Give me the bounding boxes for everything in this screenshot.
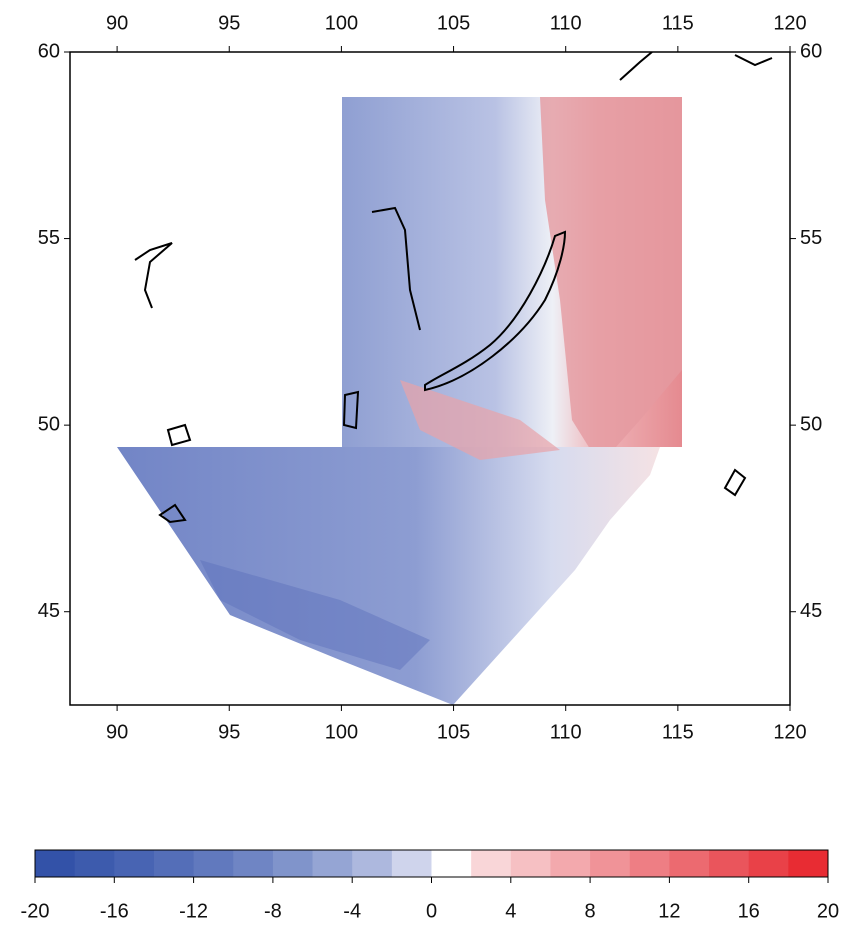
colorbar-tick-label: -4 xyxy=(343,900,361,922)
y-tick-label: 60 xyxy=(800,40,822,62)
colorbar-tick-label: 8 xyxy=(585,900,596,922)
colorbar-segment xyxy=(272,850,314,877)
colorbar-segment xyxy=(35,850,76,877)
y-tick-label: 60 xyxy=(38,40,60,62)
colorbar-segment xyxy=(709,850,750,877)
x-tick-label: 100 xyxy=(325,12,358,34)
colorbar-segment xyxy=(748,850,789,877)
coastline xyxy=(723,468,747,497)
colorbar-segment xyxy=(669,850,710,877)
lake-outline xyxy=(424,230,567,392)
colorbar-segment xyxy=(788,850,829,877)
colorbar-tick-label: -20 xyxy=(21,900,50,922)
x-tick-label: 110 xyxy=(550,721,582,743)
lower-field xyxy=(117,447,660,705)
colorbar-segment xyxy=(629,850,670,877)
colorbar-segment xyxy=(233,850,274,877)
x-tick-label: 115 xyxy=(662,721,694,743)
colorbar-tick-label: 12 xyxy=(658,900,680,922)
x-tick-label: 95 xyxy=(218,12,240,34)
axes: 90 90 95 95 100 100 105 105 110 110 115 115 120 120 45… xyxy=(38,12,823,743)
y-tick-label: 50 xyxy=(38,413,60,435)
x-tick-label: 105 xyxy=(437,12,470,34)
coastline xyxy=(158,503,187,524)
coastline xyxy=(342,390,360,430)
y-tick-label: 55 xyxy=(38,227,60,249)
y-tick-label: 45 xyxy=(800,600,822,622)
plot-frame xyxy=(69,51,791,706)
colorbar: -20 -16 -12 -8 -4 0 4 8 12 16 20 xyxy=(21,849,839,922)
colorbar-segment xyxy=(74,850,115,877)
y-tick-label: 55 xyxy=(800,227,822,249)
colorbar-tick-label: -8 xyxy=(264,900,282,922)
colorbar-tick-label: 0 xyxy=(426,900,437,922)
colorbar-tick-label: 20 xyxy=(817,900,839,922)
x-tick-label: 120 xyxy=(773,721,806,743)
colorbar-segment xyxy=(510,850,551,877)
x-tick-label: 100 xyxy=(325,721,358,743)
coastline xyxy=(134,242,173,309)
coastline xyxy=(371,206,421,331)
colorbar-tick-label: -12 xyxy=(179,900,208,922)
y-tick-label: 50 xyxy=(800,413,822,435)
coastline xyxy=(619,52,653,81)
warm-region xyxy=(540,97,682,465)
x-tick-label: 90 xyxy=(106,721,128,743)
x-tick-label: 115 xyxy=(662,12,694,34)
colorbar-segment xyxy=(590,850,631,877)
y-tick-label: 45 xyxy=(38,600,60,622)
colorbar-segment xyxy=(431,850,472,877)
x-tick-label: 90 xyxy=(106,12,128,34)
colorbar-tick-label: 16 xyxy=(738,900,760,922)
colorbar-segment xyxy=(193,850,234,877)
dark-band xyxy=(200,560,430,670)
colorbar-segment xyxy=(391,850,432,877)
coastline xyxy=(734,54,773,67)
data-field xyxy=(117,52,773,705)
colorbar-segment xyxy=(352,850,393,877)
coastline xyxy=(166,423,192,447)
colorbar-segment xyxy=(114,850,155,877)
colorbar-segment xyxy=(312,850,353,877)
warm-patch xyxy=(400,380,560,460)
colorbar-segment xyxy=(153,850,195,877)
x-tick-label: 105 xyxy=(437,721,470,743)
colorbar-tick-label: -16 xyxy=(100,900,129,922)
x-tick-label: 95 xyxy=(218,721,240,743)
x-tick-label: 110 xyxy=(550,12,582,34)
colorbar-tick-label: 4 xyxy=(505,900,516,922)
colorbar-segment xyxy=(471,850,512,877)
colorbar-segment xyxy=(550,850,591,877)
x-tick-label: 120 xyxy=(773,12,806,34)
